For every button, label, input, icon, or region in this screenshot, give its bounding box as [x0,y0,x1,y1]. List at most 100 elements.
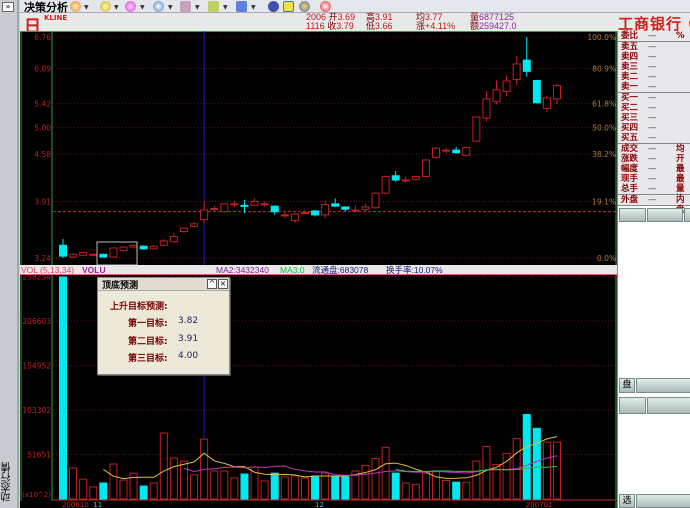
panel-button[interactable] [619,397,646,414]
top-bottom-forecast-popup: 顶底预测 ^ × 上升目标预测: 第一目标: 3.82 第二目标: 3.91 第… [97,277,230,375]
candle-body [190,223,199,227]
pan-button[interactable]: 盘 [619,378,635,393]
vol-ma3: MA3:0 [280,265,305,275]
candle [432,147,441,159]
globe-icon[interactable] [153,1,164,12]
date-md: 1116 [306,21,325,31]
orange-ball-icon[interactable] [70,1,81,12]
candle-body [391,175,400,181]
candle-body [200,209,209,221]
ratio-section: 委比 —% [618,31,690,42]
candle [230,200,239,207]
candle [542,95,551,112]
candle [69,253,78,258]
volume-bar [542,441,551,500]
volume-bar [311,475,320,500]
chevron-down-icon[interactable]: ▼ [114,4,119,11]
chart-tool-icon[interactable] [180,1,191,12]
pan-bar[interactable] [636,378,690,393]
buy-label: 买五 [621,133,639,143]
volume-bar [442,479,451,500]
candle-body [532,79,541,104]
collapse-button[interactable]: ^ [207,279,217,289]
app-title: 决策分析 [24,1,68,14]
candle-body [522,59,531,72]
target-1-label: 第一目标: [128,319,168,329]
buy-row: 买二 — [618,103,690,113]
chevron-down-icon[interactable]: ▼ [223,4,228,11]
candle-body [442,149,451,152]
volume-bar [210,470,219,500]
candle-body [129,244,138,248]
candle [210,206,219,211]
candle-body [452,149,461,154]
volume-bar [69,467,78,500]
panel-button[interactable] [619,208,646,222]
volume-bar [179,460,188,500]
price-tick-label: 3.24 [34,254,51,263]
pen-icon[interactable] [208,1,219,12]
volume-bar [553,441,561,500]
volume-label: 量 [470,12,480,22]
candle [371,192,380,209]
chevron-down-icon[interactable]: ▼ [84,4,89,11]
chevron-down-icon[interactable]: ▼ [251,4,256,11]
volume-bar [371,458,380,500]
dynamic-quote-tab[interactable]: 动态行情 [2,462,13,502]
buy-section: 买一 — 买二 — 买三 — 买四 — 买五 — [618,93,690,144]
candle-body [169,236,178,243]
trade-value: — [648,144,657,154]
candle-body [79,251,88,256]
coin-icon[interactable] [100,1,111,12]
candle-body [432,147,441,158]
volume-ma-line-5 [103,436,558,480]
candle [482,90,491,122]
panel-button[interactable] [647,208,683,222]
face-icon[interactable] [283,1,294,12]
candle-body [482,98,491,119]
volume-bar [462,481,471,500]
volume-tick-label: 154952 [22,362,51,371]
panel-button[interactable] [647,397,690,414]
volume-bar [482,445,491,500]
high-label: 高 [366,12,376,22]
chevron-down-icon[interactable]: ▼ [168,4,173,11]
volume-bar [79,478,88,500]
candle-body [230,203,239,206]
pink-ball-icon[interactable] [125,1,136,12]
candle-body [492,89,501,103]
select-bar[interactable] [636,494,690,508]
exit-icon[interactable] [320,1,331,12]
chevron-down-icon[interactable]: ▼ [140,4,145,11]
volume-bar [220,470,229,500]
stock-name: 工商银行 6 [618,15,690,33]
trade-label: 幅度 [621,164,639,174]
sell-value: — [648,42,657,52]
popup-titlebar[interactable]: 顶底预测 ^ × [98,278,229,291]
palette-icon[interactable] [299,1,310,12]
select-button[interactable]: 选 [619,494,635,508]
expand-button[interactable]: » [2,2,14,12]
volume-bar [149,482,158,500]
brush-icon[interactable] [236,1,247,12]
quote-info-bar: 日 KLINE 2006 开3.69 1116 收3.79 高3.91 低3.6… [20,12,690,37]
sell-row: 卖二 — [618,72,690,82]
panel-button[interactable] [684,208,690,222]
target-3-label: 第三目标: [128,354,168,364]
candle [462,146,471,157]
open-label: 开 [328,12,338,22]
candle-body [69,253,78,258]
price-tick-label: 6.09 [34,64,51,73]
trade-label: 涨跌 [621,154,639,164]
volume-bar [532,427,541,500]
high-value: 3.91 [375,12,393,22]
chevron-down-icon[interactable]: ▼ [195,4,200,11]
volume-bar [270,472,279,500]
gear-icon[interactable] [268,1,279,12]
vol-indicator-name[interactable]: VOL (5,13,34) [21,265,75,275]
candle [280,212,289,219]
candle-body [260,203,269,206]
candle-body [109,247,118,258]
close-button[interactable]: × [218,279,228,289]
candle [472,116,481,142]
